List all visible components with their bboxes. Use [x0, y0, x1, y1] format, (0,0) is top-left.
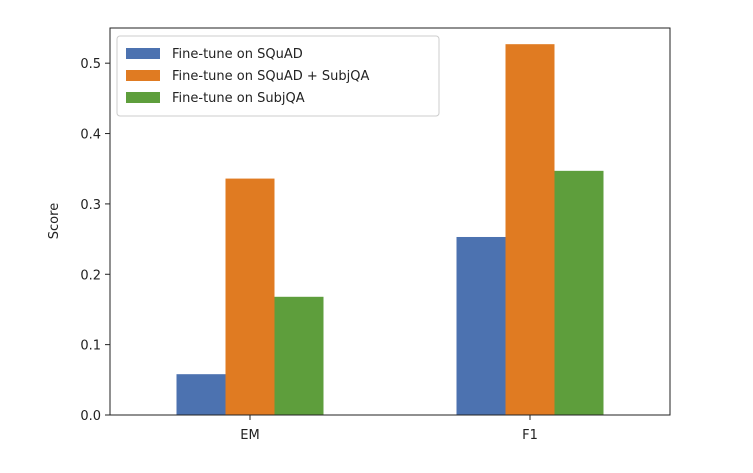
legend-frame — [116, 35, 440, 117]
y-tick-label: 0.2 — [80, 268, 101, 283]
legend-swatch — [126, 48, 160, 59]
legend-label: Fine-tune on SubjQA — [172, 91, 305, 106]
x-axis-ticks: EM F1 — [240, 415, 538, 443]
y-axis-label: Score — [47, 203, 62, 239]
bar-f1-series-2 — [505, 44, 555, 416]
x-tick-label-em: EM — [240, 428, 259, 443]
y-tick-label: 0.4 — [80, 128, 101, 143]
legend-label: Fine-tune on SQuAD + SubjQA — [172, 69, 369, 84]
y-tick-label: 0.5 — [80, 57, 101, 72]
bars-group — [176, 44, 604, 416]
y-axis-ticks: 0.0 0.1 0.2 0.3 0.4 0.5 — [80, 57, 110, 424]
legend-label: Fine-tune on SQuAD — [172, 47, 303, 62]
y-tick-label: 0.3 — [80, 198, 101, 213]
x-tick-label-f1: F1 — [522, 428, 538, 443]
y-tick-label: 0.0 — [80, 409, 101, 424]
bar-em-series-2 — [225, 178, 275, 415]
bar-em-series-3 — [274, 296, 324, 415]
legend-swatch — [126, 92, 160, 103]
y-tick-label: 0.1 — [80, 339, 101, 354]
bar-f1-series-3 — [554, 170, 604, 415]
legend: Fine-tune on SQuAD Fine-tune on SQuAD + S… — [116, 35, 440, 117]
bar-f1-series-1 — [456, 236, 506, 415]
legend-swatch — [126, 70, 160, 81]
plot-frame — [109, 27, 671, 416]
bar-em-series-1 — [176, 374, 226, 415]
